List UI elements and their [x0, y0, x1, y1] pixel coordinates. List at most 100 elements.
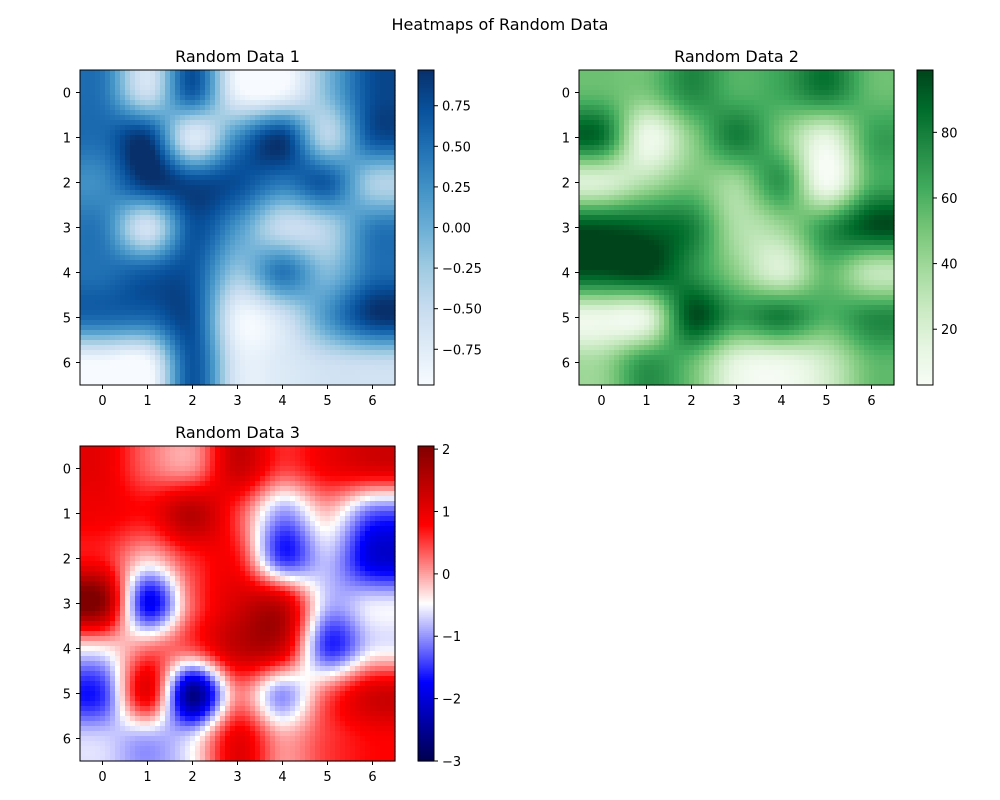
heatmap-cell	[584, 85, 590, 91]
heatmap-cell	[115, 290, 121, 296]
heatmap-cell	[220, 175, 226, 181]
heatmap-cell	[100, 335, 106, 341]
heatmap-cell	[155, 195, 161, 201]
heatmap-cell	[579, 100, 585, 106]
heatmap-cell	[654, 85, 660, 91]
heatmap-cell	[709, 80, 715, 86]
heatmap-cell	[215, 310, 221, 316]
heatmap-cell	[265, 180, 271, 186]
heatmap-cell	[85, 370, 91, 376]
heatmap-cell	[145, 270, 151, 276]
heatmap-cell	[265, 355, 271, 361]
heatmap-cell	[145, 245, 151, 251]
heatmap-cell	[190, 365, 196, 371]
heatmap-cell	[335, 335, 341, 341]
heatmap-cell	[345, 290, 351, 296]
heatmap-cell	[165, 195, 171, 201]
heatmap-cell	[235, 115, 241, 121]
heatmap-cell	[110, 150, 116, 156]
heatmap-cell	[360, 310, 366, 316]
heatmap-cell	[824, 85, 830, 91]
heatmap-cell	[315, 285, 321, 291]
heatmap-cell	[639, 100, 645, 106]
heatmap-cell	[125, 130, 131, 136]
heatmap-cell	[280, 90, 286, 96]
heatmap-cell	[80, 220, 86, 226]
heatmap-cell	[375, 80, 381, 86]
heatmap-cell	[819, 130, 825, 136]
heatmap-cell	[310, 190, 316, 196]
heatmap-cell	[240, 170, 246, 176]
heatmap-cell	[609, 110, 615, 116]
heatmap-cell	[120, 160, 126, 166]
heatmap-cell	[609, 80, 615, 86]
heatmap-cell	[200, 270, 206, 276]
heatmap-cell	[165, 85, 171, 91]
heatmap-cell	[110, 160, 116, 166]
heatmap-cell	[385, 75, 391, 81]
heatmap-cell	[80, 85, 86, 91]
heatmap-cell	[130, 120, 136, 126]
colorbar-segment	[418, 182, 434, 185]
heatmap-cell	[704, 95, 710, 101]
heatmap-cell	[155, 220, 161, 226]
heatmap-cell	[135, 195, 141, 201]
heatmap-cell	[350, 345, 356, 351]
heatmap-cell	[255, 185, 261, 191]
heatmap-cell	[270, 210, 276, 216]
heatmap-cell	[90, 270, 96, 276]
heatmap-cell	[190, 360, 196, 366]
heatmap-cell	[300, 300, 306, 306]
heatmap-cell	[255, 165, 261, 171]
heatmap-cell	[814, 85, 820, 91]
colorbar-segment	[418, 71, 434, 75]
heatmap-cell	[764, 110, 770, 116]
heatmap-cell	[734, 100, 740, 106]
heatmap-cell	[325, 270, 331, 276]
heatmap-cell	[175, 380, 181, 386]
heatmap-cell	[225, 210, 231, 216]
heatmap-cell	[240, 235, 246, 241]
heatmap-cell	[85, 250, 91, 256]
heatmap-cell	[105, 280, 111, 286]
heatmap-cell	[714, 115, 720, 121]
heatmap-cell	[305, 240, 311, 246]
heatmap-cell	[140, 230, 146, 236]
heatmap-cell	[270, 335, 276, 341]
heatmap-cell	[340, 210, 346, 216]
heatmap-cell	[290, 270, 296, 276]
heatmap-cell	[290, 370, 296, 376]
heatmap-cell	[275, 210, 281, 216]
heatmap-cell	[275, 155, 281, 161]
heatmap-cell	[375, 370, 381, 376]
heatmap-cell	[205, 260, 211, 266]
heatmap-cell	[125, 300, 131, 306]
heatmap-cell	[609, 105, 615, 111]
heatmap-cell	[829, 70, 835, 76]
heatmap-cell	[360, 325, 366, 331]
heatmap-cell	[360, 370, 366, 376]
heatmap-cell	[375, 265, 381, 271]
heatmap-cell	[315, 365, 321, 371]
heatmap-cell	[190, 300, 196, 306]
heatmap-cell	[370, 235, 376, 241]
heatmap-cell	[95, 245, 101, 251]
heatmap-cell	[315, 320, 321, 326]
heatmap-cell	[100, 160, 106, 166]
heatmap-cell	[270, 380, 276, 386]
heatmap-cell	[619, 95, 625, 101]
x-tick-label: 1	[143, 394, 151, 409]
heatmap-cell	[360, 235, 366, 241]
heatmap-cell	[350, 105, 356, 111]
heatmap-cell	[260, 345, 266, 351]
heatmap-cell	[230, 90, 236, 96]
heatmap-cell	[295, 205, 301, 211]
heatmap-cell	[85, 245, 91, 251]
heatmap-cell	[155, 145, 161, 151]
colorbar-segment	[418, 239, 434, 242]
heatmap-cell	[205, 85, 211, 91]
heatmap-cell	[280, 120, 286, 126]
heatmap-cell	[345, 70, 351, 76]
heatmap-cell	[385, 330, 391, 336]
